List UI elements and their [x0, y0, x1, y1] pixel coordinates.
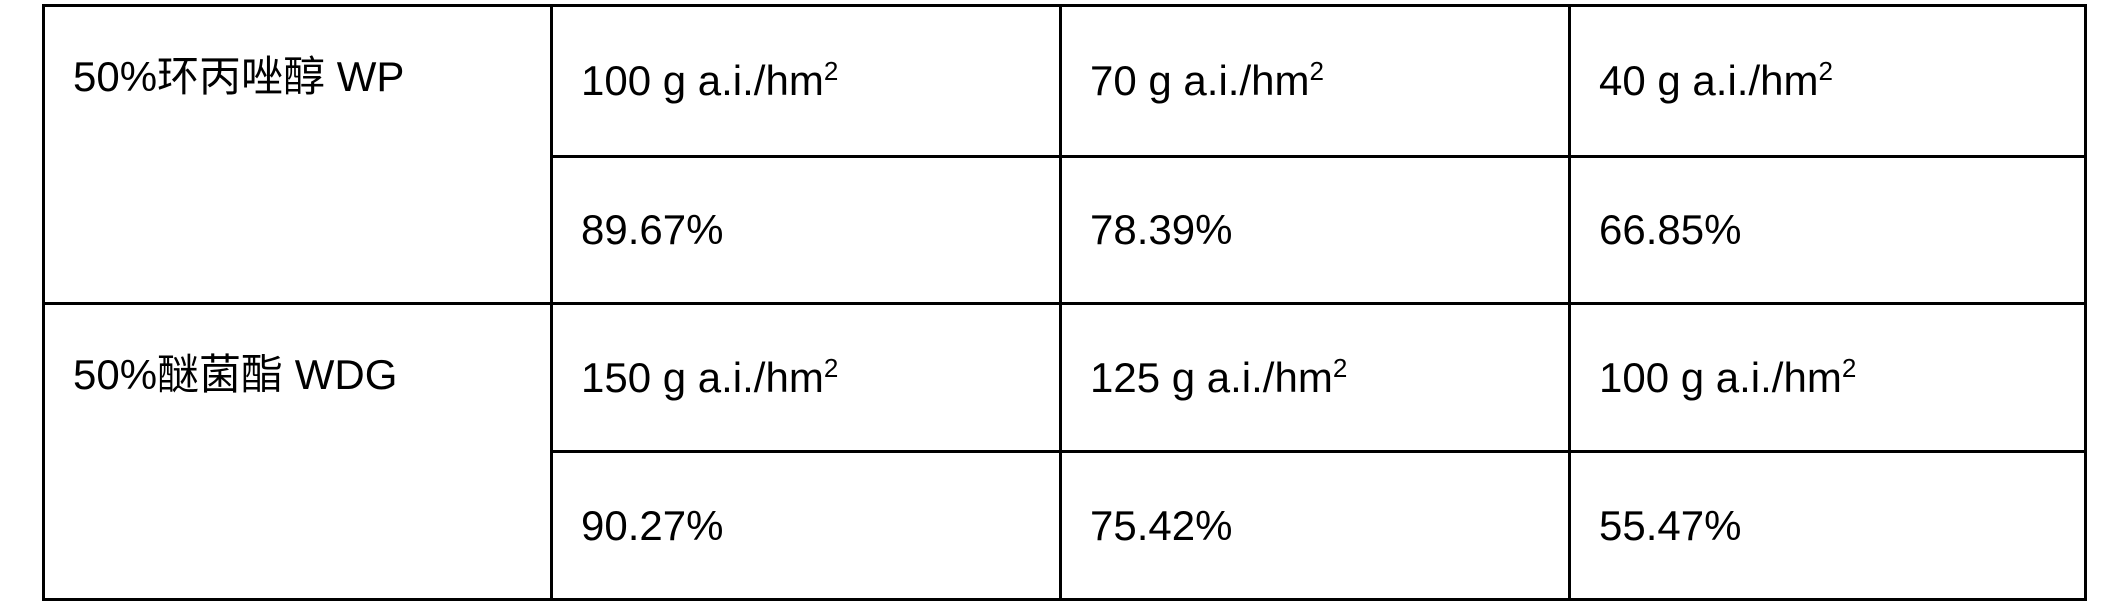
efficacy-value: 55.47%	[1599, 502, 1741, 550]
efficacy-cell: 90.27%	[552, 452, 1061, 600]
row-label: 50%醚菌酯 WDG	[73, 341, 397, 402]
dose-sup: 2	[1309, 56, 1323, 86]
dose-text: 40 g a.i./hm	[1599, 57, 1818, 104]
dose-value: 40 g a.i./hm2	[1599, 57, 1833, 105]
dose-value: 125 g a.i./hm2	[1090, 354, 1347, 402]
dose-text: 100 g a.i./hm	[1599, 354, 1842, 401]
table-row: 50%醚菌酯 WDG 150 g a.i./hm2 125 g a.i./hm2…	[44, 304, 2086, 452]
dose-sup: 2	[824, 353, 838, 383]
dose-text: 100 g a.i./hm	[581, 57, 824, 104]
dose-cell: 100 g a.i./hm2	[1570, 304, 2086, 452]
dose-sup: 2	[1842, 353, 1856, 383]
dose-value: 100 g a.i./hm2	[581, 57, 838, 105]
dose-text: 150 g a.i./hm	[581, 354, 824, 401]
efficacy-value: 89.67%	[581, 206, 723, 254]
dose-text: 70 g a.i./hm	[1090, 57, 1309, 104]
efficacy-value: 90.27%	[581, 502, 723, 550]
dose-cell: 40 g a.i./hm2	[1570, 6, 2086, 157]
efficacy-value: 78.39%	[1090, 206, 1232, 254]
dose-cell: 125 g a.i./hm2	[1061, 304, 1570, 452]
efficacy-table: 50%环丙唑醇 WP 100 g a.i./hm2 70 g a.i./hm2 …	[42, 4, 2087, 601]
row-label-cell: 50%环丙唑醇 WP	[44, 6, 552, 304]
efficacy-cell: 89.67%	[552, 157, 1061, 304]
dose-value: 150 g a.i./hm2	[581, 354, 838, 402]
efficacy-value: 66.85%	[1599, 206, 1741, 254]
dose-sup: 2	[824, 56, 838, 86]
canvas: 50%环丙唑醇 WP 100 g a.i./hm2 70 g a.i./hm2 …	[0, 0, 2124, 602]
dose-sup: 2	[1818, 56, 1832, 86]
dose-value: 100 g a.i./hm2	[1599, 354, 1856, 402]
efficacy-cell: 75.42%	[1061, 452, 1570, 600]
table-row: 50%环丙唑醇 WP 100 g a.i./hm2 70 g a.i./hm2 …	[44, 6, 2086, 157]
dose-value: 70 g a.i./hm2	[1090, 57, 1324, 105]
efficacy-cell: 55.47%	[1570, 452, 2086, 600]
efficacy-value: 75.42%	[1090, 502, 1232, 550]
efficacy-cell: 66.85%	[1570, 157, 2086, 304]
efficacy-cell: 78.39%	[1061, 157, 1570, 304]
dose-cell: 100 g a.i./hm2	[552, 6, 1061, 157]
dose-sup: 2	[1333, 353, 1347, 383]
dose-text: 125 g a.i./hm	[1090, 354, 1333, 401]
row-label: 50%环丙唑醇 WP	[73, 43, 404, 104]
row-label-cell: 50%醚菌酯 WDG	[44, 304, 552, 600]
dose-cell: 70 g a.i./hm2	[1061, 6, 1570, 157]
dose-cell: 150 g a.i./hm2	[552, 304, 1061, 452]
